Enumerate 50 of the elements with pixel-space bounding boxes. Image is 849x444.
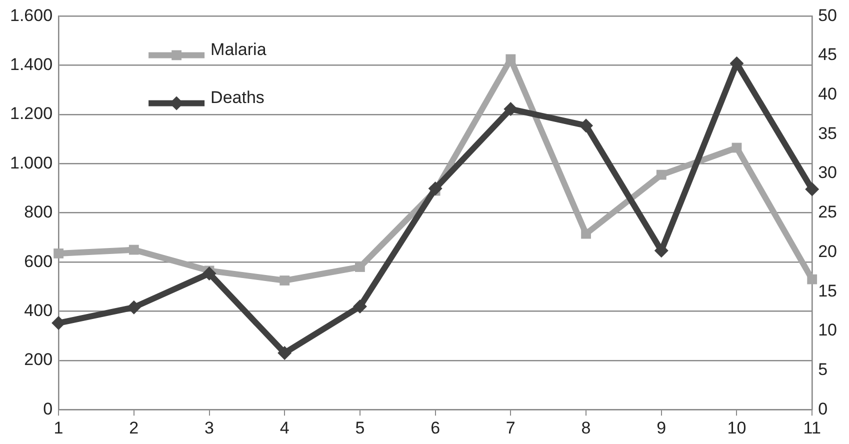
y-tick-label: 800 — [24, 202, 53, 222]
x-tick-label: 7 — [506, 418, 516, 438]
x-tick-label: 10 — [727, 418, 746, 438]
y-tick-label: 200 — [24, 350, 53, 370]
x-tick-label: 3 — [204, 418, 214, 438]
x-tick-label: 1 — [54, 418, 64, 438]
y2-tick-label: 10 — [818, 320, 838, 340]
y-tick-label: 1.200 — [10, 104, 53, 124]
x-tick-label: 8 — [581, 418, 591, 438]
y2-tick-label: 25 — [818, 202, 838, 222]
y2-tick-label: 5 — [818, 360, 828, 379]
point — [504, 102, 518, 116]
y2-tick-label: 45 — [818, 45, 838, 64]
point — [202, 266, 216, 280]
point — [579, 118, 594, 133]
y2-tick-label: 35 — [818, 124, 838, 143]
point — [355, 262, 365, 272]
y-tick-label: 1.400 — [10, 55, 53, 74]
x-tick-label: 4 — [280, 418, 290, 438]
x-tick-label: 6 — [430, 418, 440, 438]
y2-tick-label: 20 — [818, 242, 838, 261]
legend-label: Malaria — [210, 40, 267, 59]
y-tick-label: 1.000 — [10, 153, 53, 172]
y-tick-label: 400 — [24, 300, 53, 320]
point — [280, 276, 290, 286]
x-tick-label: 5 — [355, 418, 365, 438]
y2-tick-label: 50 — [818, 6, 838, 25]
x-tick-label: 2 — [129, 418, 139, 438]
point — [732, 142, 742, 153]
point — [506, 54, 516, 64]
x-tick-label: 11 — [803, 418, 821, 438]
y2-tick-label: 15 — [818, 281, 838, 300]
y2-tick-label: 0 — [818, 399, 828, 418]
y-tick-label: 600 — [24, 252, 53, 271]
y2-tick-label: 40 — [818, 84, 838, 104]
y-tick-label: 0 — [43, 399, 53, 418]
point — [656, 170, 666, 180]
point — [126, 300, 141, 314]
x-tick-label: 9 — [656, 418, 666, 438]
point — [805, 182, 820, 196]
point — [581, 228, 591, 239]
legend-label: Deaths — [210, 88, 264, 107]
point — [428, 182, 442, 196]
point — [352, 300, 367, 314]
point — [278, 346, 292, 360]
point — [807, 274, 818, 284]
y-tick-label: 1.600 — [10, 6, 53, 25]
point — [128, 244, 139, 255]
point — [54, 248, 64, 258]
y2-tick-label: 30 — [818, 163, 838, 182]
